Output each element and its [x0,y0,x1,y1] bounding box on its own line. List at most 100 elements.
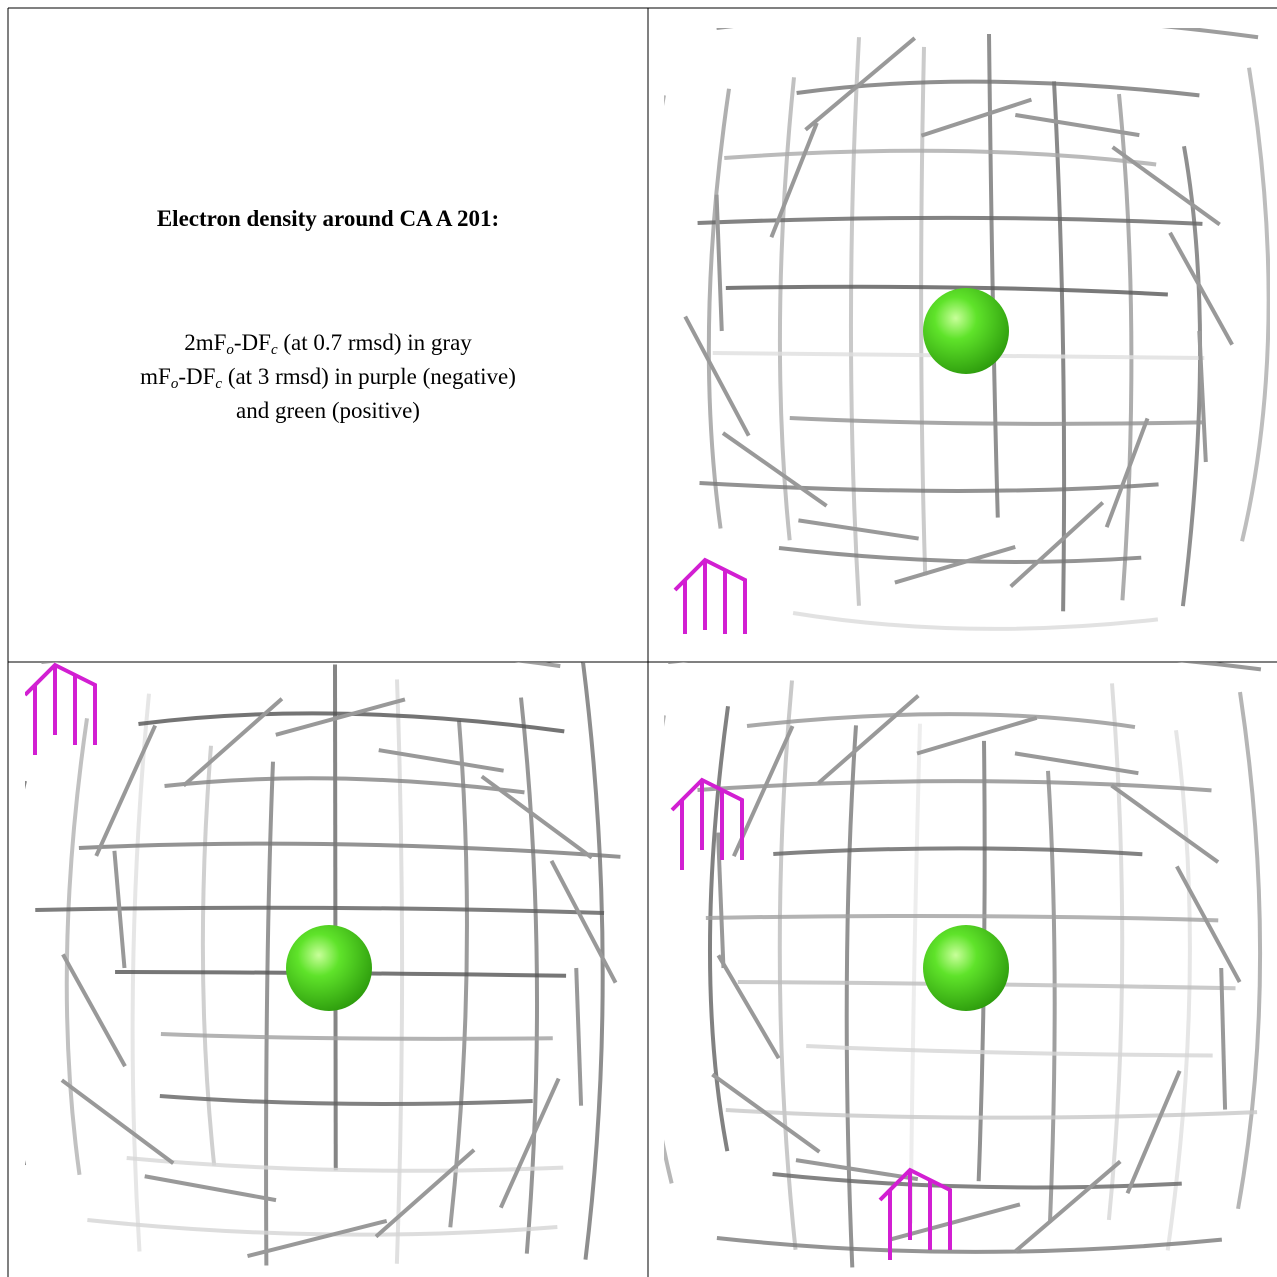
mesh-line [817,694,920,785]
mesh-line [35,905,605,916]
mesh-line [806,1044,1213,1058]
mesh-line [87,1218,558,1237]
mesh-line [716,28,1259,40]
mesh-line [1009,501,1105,589]
density-render [664,28,1270,634]
mesh-line [1117,93,1134,601]
mesh-line [275,697,406,737]
mesh-line [721,431,828,508]
mesh-line [164,776,525,795]
mesh-line [1175,865,1242,983]
mesh-line [769,122,819,239]
mesh-line [706,88,731,529]
calcium-ion [286,925,372,1011]
mesh-line [1125,1070,1182,1195]
mesh-line [711,1072,821,1154]
mesh-line [333,664,338,1171]
mesh-line [60,1078,175,1165]
mesh-line [664,95,666,107]
mesh-line [987,33,1000,518]
negative-density [673,557,747,634]
mesh-line [795,1158,919,1182]
subscript: c [270,342,278,358]
mesh-line [61,953,127,1068]
mesh-line [697,215,1203,226]
mesh-line [448,720,469,1228]
mesh-line [94,724,157,857]
calcium-ion [923,925,1009,1011]
table-borders [7,7,1277,1277]
mesh-line [1014,112,1140,138]
mesh-line [1168,231,1234,346]
mesh-line [374,1148,476,1239]
mesh-line [394,679,405,1264]
mesh-line [798,518,919,541]
text: -DF [178,364,216,389]
mesh-line [138,711,565,734]
mesh-line [1236,691,1263,1210]
mesh-line [773,846,1143,857]
mesh-line [716,832,726,969]
mesh-line [112,850,127,969]
mesh-line [664,715,674,1184]
mesh-line [724,148,1157,167]
mesh-line [777,77,796,541]
mesh-line [1106,683,1125,1221]
mesh-line [716,1236,1223,1254]
calcium-ion [923,288,1009,374]
subscript: o [170,376,179,392]
subscript: c [215,376,223,392]
mesh-line [480,774,593,860]
text: 2mF [184,330,227,355]
density-render [25,662,621,1266]
mesh-line [778,546,1142,564]
mesh-line [1014,751,1139,776]
mesh-line [844,725,858,1268]
negative-density [670,777,744,870]
mesh-line [908,723,922,1224]
mesh-line [848,37,861,606]
legend-line: 2mFo-DFc (at 0.7 rmsd) in gray [8,330,648,359]
mesh-line [683,315,751,437]
mesh-line [716,954,781,1060]
mesh-line [746,712,1136,730]
mesh-line [919,46,928,576]
mesh-line [792,611,1159,631]
mesh-line [126,1156,564,1173]
mesh-line [182,697,284,788]
mesh-line [78,841,621,859]
mesh-line [894,544,1016,585]
mesh-line [574,967,584,1106]
text: (at 0.7 rmsd) in gray [277,330,472,355]
mesh-line [1240,67,1270,542]
mesh-line [705,913,1219,923]
density-render [664,662,1263,1268]
mesh-line [772,1172,1182,1190]
mesh-line [378,748,504,773]
mesh-line [920,97,1033,138]
mesh-line [549,859,618,984]
mesh-line [1111,145,1221,227]
legend-line: mFo-DFc (at 3 rmsd) in purple (negative) [8,364,648,393]
mesh-line [581,662,605,1260]
mesh-line [144,1174,277,1203]
mesh-line [1110,783,1220,864]
legend-line: and green (positive) [8,398,648,424]
negative-density [878,1167,952,1260]
mesh-line [916,715,1038,756]
mesh-line [697,779,1212,793]
mesh-line [725,284,1168,297]
mesh-line [714,194,724,332]
mesh-line [699,481,1159,493]
mesh-line [668,662,1262,672]
title: Electron density around CA A 201: [156,206,500,231]
mesh-line [707,706,730,1152]
mesh-line [1165,729,1192,1251]
mesh-line [200,745,217,1166]
mesh-line [1219,967,1228,1110]
text: mF [140,364,171,389]
mesh-line [1014,1159,1122,1253]
text: (at 3 rmsd) in purple (negative) [222,364,516,389]
negative-density [25,662,97,755]
